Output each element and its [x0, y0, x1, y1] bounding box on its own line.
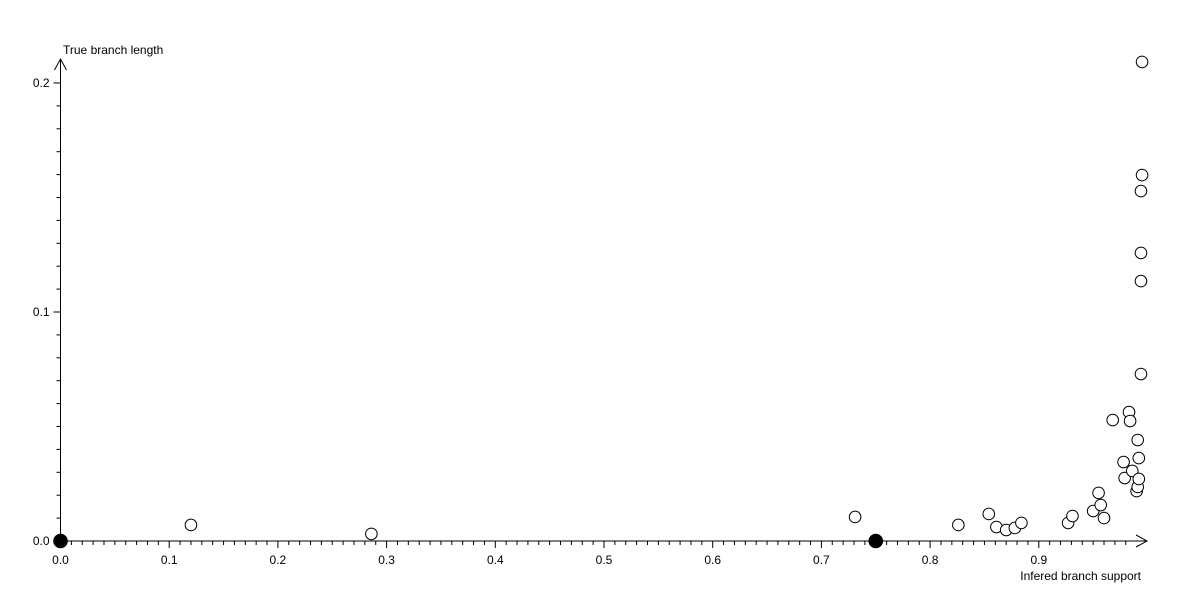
open-data-point: [1134, 184, 1148, 198]
axis-ticks-layer: 0.0 0.1 0.2 0.3 0.4 0.5 0.6 0.7 0.8 0.9 0.0 0.1 0.2: [33, 76, 1127, 567]
open-data-point: [1134, 367, 1148, 381]
open-data-point: [982, 507, 996, 521]
x-tick-label: 0.7: [813, 553, 830, 567]
x-tick-label: 0.0: [52, 553, 69, 567]
filled-data-point: [53, 533, 68, 549]
data-points-layer: [53, 55, 1149, 549]
open-data-point: [1134, 246, 1148, 260]
open-data-point: [1094, 498, 1108, 512]
open-data-point: [1132, 472, 1146, 486]
x-tick-label: 0.4: [487, 553, 504, 567]
y-axis-label: True branch length: [63, 43, 163, 57]
x-axis-label: Infered branch support: [1020, 569, 1141, 583]
open-data-point: [1135, 55, 1149, 69]
x-tick-label: 0.8: [922, 553, 939, 567]
open-data-point: [848, 510, 862, 524]
open-data-point: [1134, 274, 1148, 288]
x-tick-label: 0.3: [378, 553, 395, 567]
x-tick-label: 0.1: [161, 553, 178, 567]
open-data-point: [1131, 433, 1145, 447]
y-tick-label: 0.2: [33, 76, 50, 90]
open-data-point: [1135, 168, 1149, 182]
x-axis-arrow: [1135, 534, 1149, 548]
x-tick-label: 0.5: [596, 553, 613, 567]
axes-layer: [54, 57, 1149, 548]
open-data-point: [1015, 516, 1028, 530]
y-tick-label: 0.0: [33, 534, 50, 548]
open-data-point: [1097, 511, 1111, 525]
x-tick-label: 0.9: [1030, 553, 1047, 567]
x-tick-label: 0.6: [704, 553, 721, 567]
open-data-point: [1106, 413, 1120, 427]
open-data-point: [952, 518, 965, 532]
open-data-point: [365, 527, 378, 541]
open-data-point: [184, 518, 198, 532]
y-axis-arrow: [54, 57, 67, 71]
open-data-point: [1066, 509, 1079, 523]
open-data-point: [1092, 486, 1105, 500]
filled-data-point: [868, 533, 884, 549]
x-tick-label: 0.2: [270, 553, 287, 567]
open-data-point: [1117, 455, 1130, 469]
open-data-point: [1123, 414, 1137, 428]
open-data-point: [1132, 451, 1146, 465]
open-data-point: [1118, 471, 1131, 485]
y-tick-label: 0.1: [33, 305, 50, 319]
